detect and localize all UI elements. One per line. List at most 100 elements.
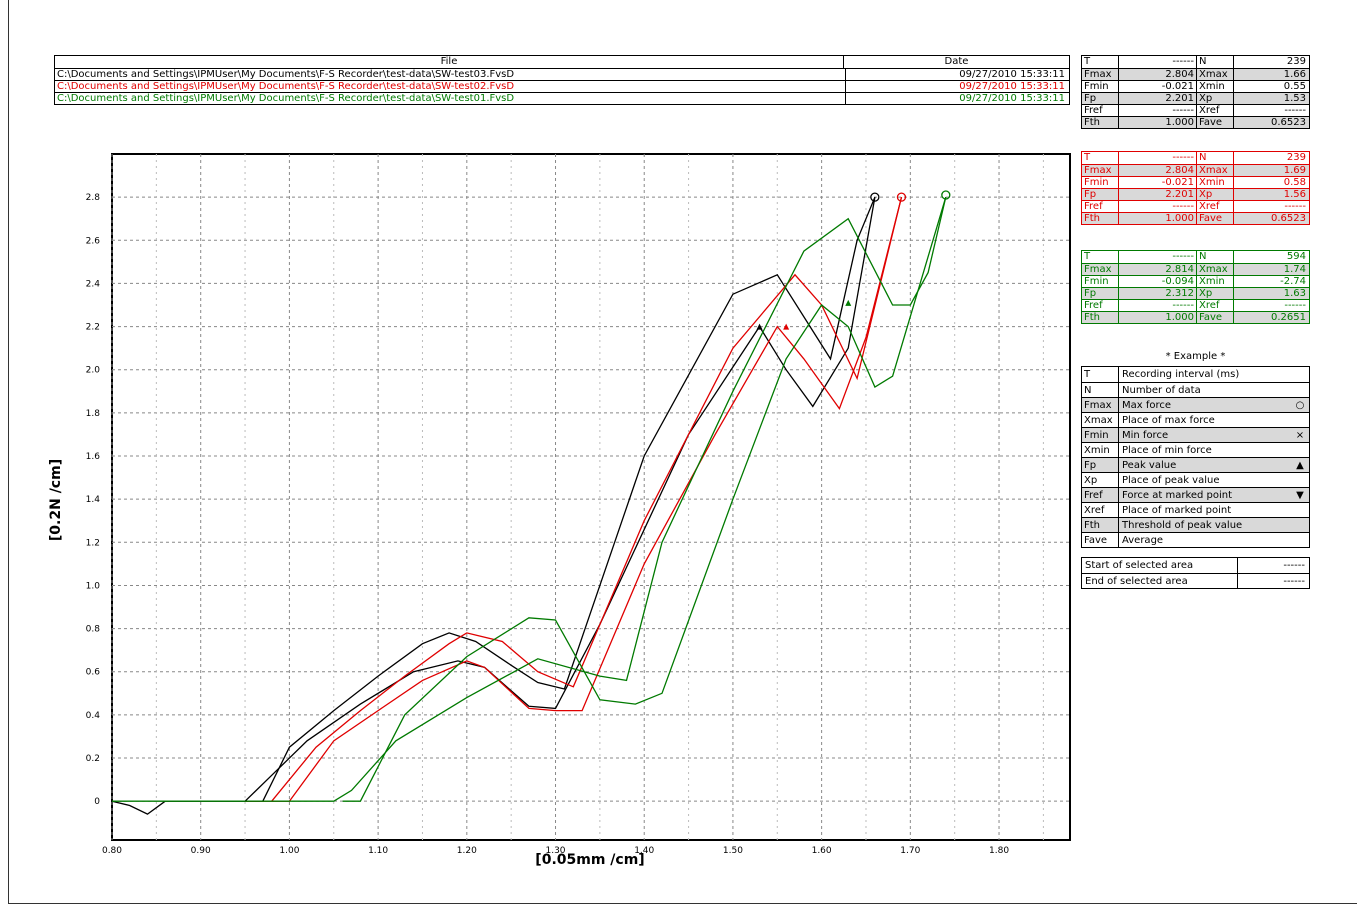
stats-cell-k2: Xref	[1197, 300, 1234, 311]
stats-row: Fp 2.201 Xp 1.56	[1082, 188, 1309, 200]
stats-row: Fp 2.201 Xp 1.53	[1082, 92, 1309, 104]
legend-key: Xmin	[1082, 443, 1119, 457]
stats-table: T ------ N 239 Fmax 2.804 Xmax 1.66 Fmin -0.021 Xm…	[1081, 55, 1310, 129]
y-tick-label: 1.0	[86, 581, 101, 591]
date-column-header: Date	[944, 56, 969, 67]
selected-area-table: Start of selected area ------ End of selec…	[1081, 557, 1310, 589]
stats-cell-k2: Xref	[1197, 201, 1234, 212]
series-line	[244, 196, 876, 802]
y-tick-label: 2.2	[86, 323, 100, 333]
y-tick-label: 0.4	[86, 711, 101, 721]
stats-row: T ------ N 239	[1082, 56, 1309, 68]
selected-area-label: Start of selected area	[1082, 558, 1238, 573]
stats-cell-v1: 2.201	[1119, 93, 1197, 104]
legend-symbol-icon: ○	[1295, 399, 1305, 411]
x-tick-label: 1.50	[723, 846, 743, 856]
y-tick-label: 2.0	[86, 366, 101, 376]
legend-description: Place of min force	[1122, 444, 1212, 456]
stats-cell-v2: 594	[1286, 251, 1306, 262]
legend-description: Threshold of peak value	[1122, 519, 1243, 531]
stats-cell-k2: Fave	[1197, 213, 1234, 224]
y-tick-label: 2.6	[86, 236, 101, 246]
selected-area-row: End of selected area ------	[1082, 573, 1309, 588]
legend-key: Fmax	[1082, 398, 1119, 412]
file-date: 09/27/2010 15:33:11	[959, 69, 1065, 80]
stats-cell-v2: 0.2651	[1271, 312, 1306, 323]
file-row[interactable]: C:\Documents and Settings\IPMUser\My Doc…	[55, 80, 1069, 92]
stats-cell-k1: Fmax	[1082, 165, 1119, 176]
file-row[interactable]: C:\Documents and Settings\IPMUser\My Doc…	[55, 92, 1069, 104]
stats-row: Fref ------ Xref ------	[1082, 104, 1309, 116]
file-table-header: File Date	[55, 56, 1069, 68]
peak-marker	[756, 323, 763, 330]
selected-area-row: Start of selected area ------	[1082, 558, 1309, 573]
y-axis-label: [0.2N /cm]	[48, 458, 64, 542]
stats-cell-k1: Fp	[1082, 288, 1119, 299]
stats-row: T ------ N 594	[1082, 251, 1309, 263]
stats-cell-v1: ------	[1119, 105, 1197, 116]
stats-cell-k1: Fmin	[1082, 276, 1119, 287]
legend-key: Fp	[1082, 458, 1119, 472]
stats-cell-v1: ------	[1119, 251, 1197, 263]
stats-cell-v2: 0.55	[1283, 81, 1306, 92]
legend-description: Place of max force	[1122, 414, 1215, 426]
y-tick-label: 0	[94, 797, 100, 807]
legend-key: Xref	[1082, 503, 1119, 517]
legend-row: Fmin Min force ×	[1082, 427, 1309, 442]
stats-cell-k2: Xmin	[1197, 276, 1234, 287]
y-tick-label: 1.4	[86, 495, 101, 505]
stats-cell-v1: ------	[1119, 56, 1197, 68]
legend-title: * Example *	[1165, 351, 1226, 362]
legend-description: Number of data	[1122, 384, 1201, 396]
stats-cell-v2: 239	[1286, 56, 1306, 67]
stats-cell-v2: 239	[1286, 152, 1306, 163]
stats-cell-k1: Fmin	[1082, 177, 1119, 188]
legend-row: Fave Average	[1082, 532, 1309, 547]
legend-key: Xp	[1082, 473, 1119, 487]
legend-description: Min force	[1122, 429, 1169, 441]
selected-area-value: ------	[1283, 560, 1305, 571]
stats-cell-k2: Xref	[1197, 105, 1234, 116]
stats-cell-k1: Fp	[1082, 93, 1119, 104]
stats-cell-k2: Fave	[1197, 312, 1234, 323]
series-line	[245, 196, 903, 802]
legend-row: Fref Force at marked point ▼	[1082, 487, 1309, 502]
file-table: File Date C:\Documents and Settings\IPMU…	[54, 55, 1070, 105]
stats-cell-v2: 1.53	[1283, 93, 1306, 104]
file-path: C:\Documents and Settings\IPMUser\My Doc…	[55, 93, 846, 104]
y-tick-label: 0.2	[86, 754, 100, 764]
stats-cell-v2: 0.6523	[1271, 213, 1306, 224]
stats-row: Fref ------ Xref ------	[1082, 200, 1309, 212]
stats-cell-k1: Fp	[1082, 189, 1119, 200]
file-row[interactable]: C:\Documents and Settings\IPMUser\My Doc…	[55, 68, 1069, 80]
stats-cell-k2: Fave	[1197, 117, 1234, 128]
stats-cell-v2: 1.66	[1283, 69, 1306, 80]
stats-cell-v1: 2.804	[1119, 69, 1197, 80]
legend-key: Xmax	[1082, 413, 1119, 427]
max-marker	[941, 190, 951, 200]
x-tick-label: 1.40	[634, 846, 654, 856]
legend-description: Average	[1122, 534, 1164, 546]
stats-row: Fp 2.312 Xp 1.63	[1082, 287, 1309, 299]
stats-cell-k1: Fth	[1082, 213, 1119, 224]
legend-table: T Recording interval (ms) N Number of data F…	[1081, 366, 1310, 548]
stats-cell-v2: -2.74	[1280, 276, 1306, 287]
file-column-header: File	[55, 56, 844, 68]
selected-area-value: ------	[1283, 575, 1305, 587]
x-tick-label: 1.00	[279, 846, 299, 856]
series-line	[112, 196, 947, 802]
x-tick-label: 0.80	[102, 846, 122, 856]
legend-description: Peak value	[1122, 459, 1177, 471]
stats-table: T ------ N 594 Fmax 2.814 Xmax 1.74 Fmin -0.094 Xm…	[1081, 250, 1310, 324]
max-marker	[870, 192, 880, 202]
x-tick-label: 1.10	[368, 846, 388, 856]
stats-cell-k2: Xmax	[1197, 165, 1234, 176]
x-tick-label: 1.70	[900, 846, 920, 856]
y-tick-label: 1.6	[86, 452, 101, 462]
stats-row: Fmax 2.814 Xmax 1.74	[1082, 263, 1309, 275]
stats-cell-k1: Fref	[1082, 105, 1119, 116]
legend-description: Recording interval (ms)	[1122, 369, 1240, 380]
series-line	[271, 196, 903, 802]
legend-row: Fp Peak value ▲	[1082, 457, 1309, 472]
stats-cell-v2: ------	[1284, 300, 1306, 311]
